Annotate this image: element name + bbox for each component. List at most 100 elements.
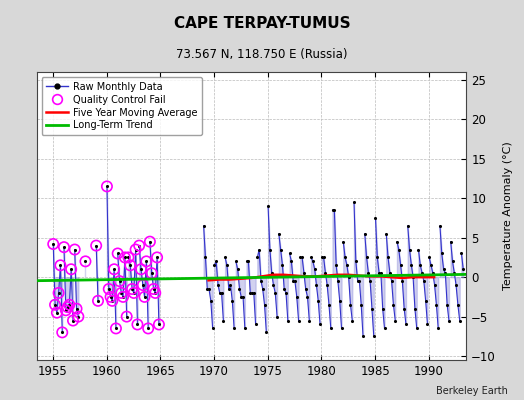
Point xyxy=(112,325,120,332)
Text: CAPE TERPAY-TUMUS: CAPE TERPAY-TUMUS xyxy=(173,16,351,31)
Point xyxy=(228,298,236,304)
Point xyxy=(71,246,79,253)
Point xyxy=(149,286,158,292)
Point xyxy=(409,274,417,280)
Point xyxy=(108,298,116,304)
Point xyxy=(123,314,131,320)
Point xyxy=(135,242,144,249)
Point xyxy=(105,286,113,292)
Point xyxy=(429,270,437,276)
Point xyxy=(343,262,351,268)
Point xyxy=(332,262,341,268)
Point xyxy=(344,274,353,280)
Point xyxy=(219,317,227,324)
Point xyxy=(149,286,158,292)
Point xyxy=(67,266,75,272)
Point xyxy=(74,314,83,320)
Point xyxy=(244,258,253,264)
Point xyxy=(318,254,326,261)
Point xyxy=(346,302,355,308)
Point xyxy=(92,242,101,249)
Point xyxy=(266,246,274,253)
Point xyxy=(455,317,464,324)
Point xyxy=(56,262,64,268)
Point xyxy=(94,298,102,304)
Point xyxy=(309,258,317,264)
Point xyxy=(205,286,213,292)
Point xyxy=(241,325,249,332)
Point xyxy=(255,246,264,253)
Point xyxy=(51,302,59,308)
Point xyxy=(330,207,339,213)
Point xyxy=(237,294,245,300)
Legend: Raw Monthly Data, Quality Control Fail, Five Year Moving Average, Long-Term Tren: Raw Monthly Data, Quality Control Fail, … xyxy=(41,77,202,135)
Point xyxy=(316,321,324,328)
Point xyxy=(375,270,384,276)
Point xyxy=(203,286,212,292)
Point xyxy=(423,321,432,328)
Point xyxy=(348,317,356,324)
Point xyxy=(339,238,347,245)
Point xyxy=(363,254,371,261)
Point xyxy=(155,321,163,328)
Point xyxy=(406,246,414,253)
Point xyxy=(268,270,276,276)
Point xyxy=(335,298,344,304)
Point xyxy=(445,317,453,324)
Point xyxy=(63,304,72,310)
Point xyxy=(298,254,307,261)
Point xyxy=(450,270,458,276)
Point xyxy=(280,286,288,292)
Point xyxy=(257,278,265,284)
Point xyxy=(378,306,387,312)
Point xyxy=(282,290,290,296)
Point xyxy=(49,241,58,247)
Point xyxy=(105,286,113,292)
Point xyxy=(148,270,156,276)
Point xyxy=(81,258,90,264)
Point xyxy=(106,294,115,300)
Point xyxy=(269,282,278,288)
Point xyxy=(377,270,385,276)
Point xyxy=(459,266,467,272)
Point xyxy=(273,314,281,320)
Point xyxy=(291,278,299,284)
Point xyxy=(389,302,398,308)
Y-axis label: Temperature Anomaly (°C): Temperature Anomaly (°C) xyxy=(503,142,513,290)
Point xyxy=(223,262,231,268)
Point xyxy=(129,290,138,296)
Point xyxy=(350,199,358,205)
Point xyxy=(103,183,111,190)
Point xyxy=(452,282,460,288)
Point xyxy=(69,317,77,324)
Point xyxy=(440,266,448,272)
Point xyxy=(153,254,161,261)
Point xyxy=(210,262,219,268)
Point xyxy=(373,254,381,261)
Point xyxy=(418,270,427,276)
Point xyxy=(60,244,68,250)
Point xyxy=(354,278,362,284)
Point xyxy=(119,294,127,300)
Point xyxy=(311,266,319,272)
Point xyxy=(142,258,150,264)
Point xyxy=(117,290,126,296)
Point xyxy=(115,278,124,284)
Point xyxy=(361,230,369,237)
Point xyxy=(430,282,439,288)
Point xyxy=(92,242,101,249)
Point xyxy=(69,317,77,324)
Point xyxy=(217,290,226,296)
Point xyxy=(225,286,233,292)
Point xyxy=(139,282,147,288)
Point xyxy=(58,329,67,336)
Point xyxy=(380,325,389,332)
Point xyxy=(106,294,115,300)
Point xyxy=(393,238,401,245)
Point xyxy=(124,254,133,261)
Point xyxy=(124,254,133,261)
Point xyxy=(110,266,118,272)
Point xyxy=(286,250,294,257)
Point xyxy=(300,270,308,276)
Point xyxy=(252,321,260,328)
